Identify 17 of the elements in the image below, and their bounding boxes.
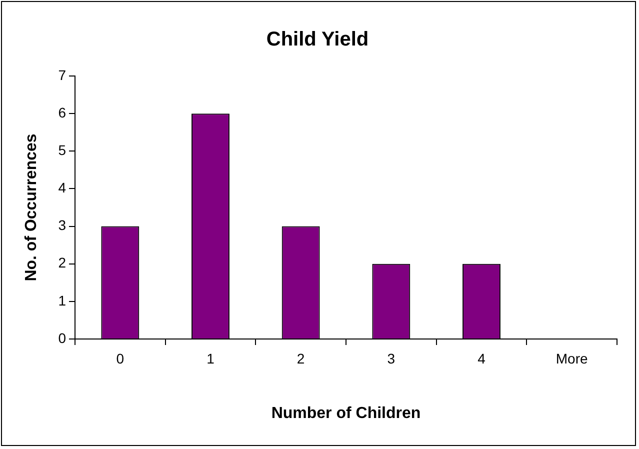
y-tick-label: 4 <box>58 180 66 196</box>
y-tick-label: 5 <box>58 142 66 158</box>
y-tick-label: 0 <box>58 330 66 346</box>
y-tick-label: 3 <box>58 217 66 234</box>
y-tick-label: 2 <box>58 254 66 271</box>
y-tick-label: 6 <box>58 104 66 120</box>
chart-title: Child Yield <box>266 28 369 51</box>
x-tick-label: 4 <box>478 350 486 366</box>
x-tick-label: 2 <box>296 350 305 366</box>
x-tick-label: 3 <box>387 350 396 366</box>
y-tick-label: 7 <box>58 66 66 83</box>
x-tick-label: 1 <box>206 350 215 366</box>
x-tick-label: 0 <box>116 350 124 366</box>
x-axis-title: Number of Children <box>271 404 421 422</box>
y-tick-label: 1 <box>58 292 66 308</box>
y-axis-title: No. of Occurrences <box>23 134 40 282</box>
x-tick-label: More <box>556 350 588 366</box>
